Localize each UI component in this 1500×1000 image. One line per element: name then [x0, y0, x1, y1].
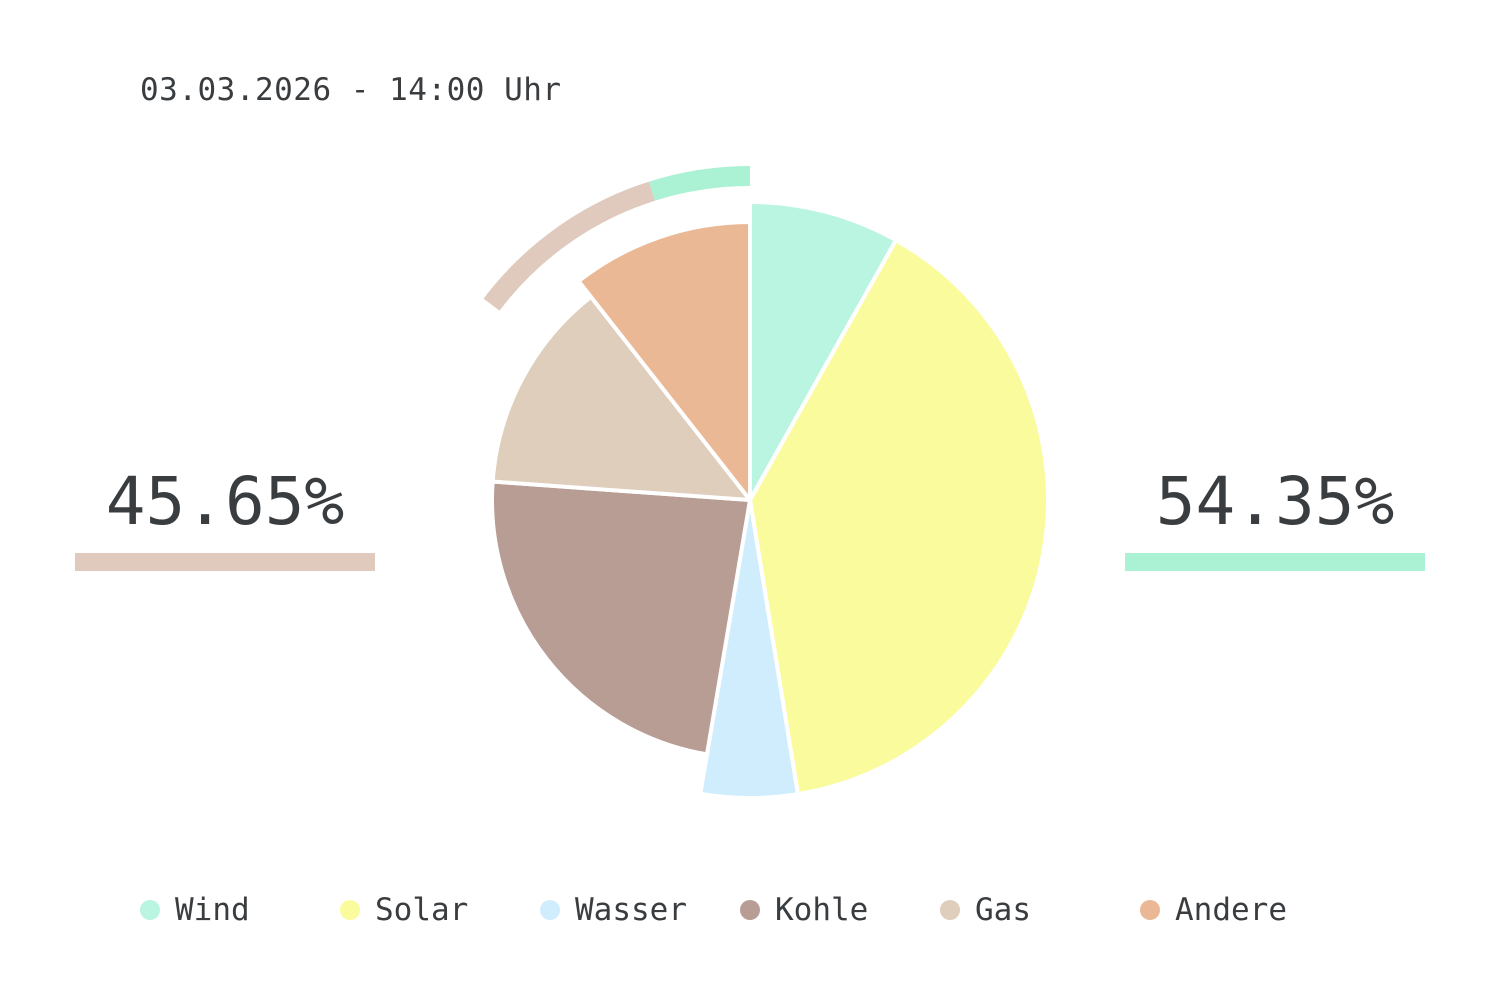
legend-item-andere: Andere — [1140, 890, 1287, 930]
pie-slice-andere — [576, 220, 752, 502]
right-share-bar — [1125, 553, 1425, 571]
legend-label: Gas — [975, 892, 1031, 928]
legend-item-kohle: Kohle — [740, 890, 868, 930]
legend-item-gas: Gas — [940, 890, 1031, 930]
pie-slice-wasser — [698, 498, 800, 800]
legend-item-wasser: Wasser — [540, 890, 687, 930]
chart-legend: Wind Solar Wasser Kohle Gas Andere — [0, 890, 1500, 930]
legend-label: Andere — [1175, 892, 1287, 928]
legend-swatch — [940, 900, 960, 920]
legend-swatch — [1140, 900, 1160, 920]
outer-arc-segment-2 — [483, 181, 655, 311]
legend-label: Wasser — [575, 892, 687, 928]
legend-label: Solar — [375, 892, 469, 928]
pie-slice-solar — [748, 238, 1050, 797]
legend-swatch — [340, 900, 360, 920]
pie-slice-wind — [748, 200, 898, 502]
right-share-value: 54.35% — [1155, 463, 1395, 540]
legend-swatch — [140, 900, 160, 920]
legend-swatch — [540, 900, 560, 920]
legend-label: Kohle — [775, 892, 869, 928]
legend-item-wind: Wind — [140, 890, 250, 930]
chart-timestamp: 03.03.2026 - 14:00 Uhr — [140, 72, 562, 108]
legend-label: Wind — [175, 892, 250, 928]
left-share-bar — [75, 553, 375, 571]
left-share-value: 45.65% — [105, 463, 345, 540]
legend-swatch — [740, 900, 760, 920]
outer-arc-segment-1 — [648, 166, 751, 201]
pie-slice-gas — [490, 294, 752, 502]
pie-slice-kohle — [490, 479, 752, 757]
legend-item-solar: Solar — [340, 890, 468, 930]
